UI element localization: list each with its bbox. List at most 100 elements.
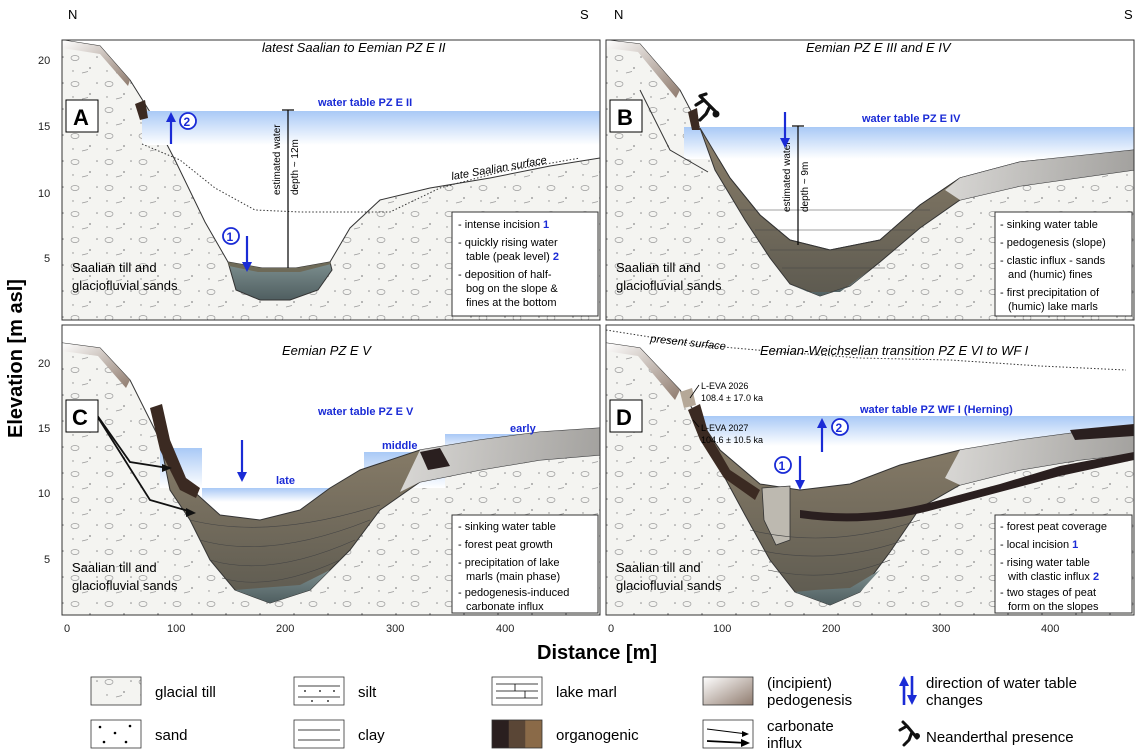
y-tick-top-5: 5 [44,253,50,265]
water-fall-arrow-a: 1 [222,227,252,272]
panel-c-till-line2: glaciofluvial sands [72,578,178,593]
x-tick-right-300: 300 [932,623,950,635]
y-axis-title: Elevation [m asl] [5,279,27,438]
svg-text:- sinking water table: - sinking water table [1000,219,1098,231]
panel-d-till-line2: glaciofluvial sands [616,578,722,593]
panel-b-depth-line1: estimated water [782,141,793,212]
panel-d-note-3: rising water table [1007,557,1090,569]
panel-b-water-table-label: water table PZ E IV [861,113,961,125]
south-label-right: S [1124,7,1133,22]
panel-d-till-line1: Saalian till and [616,560,701,575]
panel-b-note-4-cont: (humic) lake marls [1008,301,1098,313]
north-label-right: N [614,7,623,22]
legend-neanderthal-label: Neanderthal presence [926,729,1074,746]
legend-carbonate-line1: carbonate [767,718,834,735]
panel-b-letter: B [617,105,633,130]
panel-a: latest Saalian to Eemian PZ E II A water… [61,39,601,321]
svg-text:- clastic influx - sands: - clastic influx - sands [1000,255,1106,267]
water-fall-arrow-b [780,112,790,148]
panel-d-note-4-cont: form on the slopes [1008,601,1099,613]
legend-carbonate-swatch [702,719,754,749]
panel-a-note-2-cont: table (peak level) [466,251,550,263]
panel-b-note-2: pedogenesis (slope) [1007,237,1106,249]
legend-lake-marl-label: lake marl [556,684,617,701]
panel-d-note-1: forest peat coverage [1007,521,1107,533]
panel-a-note-1-num: 1 [543,219,549,231]
panel-b-title: Eemian PZ E III and E IV [806,40,952,55]
panel-d-note-2-num: 1 [1072,539,1078,551]
panel-a-marker-1: 1 [227,230,234,244]
x-tick-left-0: 0 [64,623,70,635]
y-tick-top-20: 20 [38,55,50,67]
legend-lake-marl-swatch [491,676,543,706]
svg-text:- forest peat coverage: - forest peat coverage [1000,521,1107,533]
legend-carbonate-line2: influx [767,735,803,752]
svg-text:- precipitation of lake: - precipitation of lake [458,557,560,569]
panel-a-water-table-label: water table PZ E II [317,97,412,109]
legend-glacial-till-swatch [90,676,142,706]
x-tick-right-100: 100 [713,623,731,635]
svg-text:- pedogenesis (slope): - pedogenesis (slope) [1000,237,1106,249]
legend-silt-swatch [293,676,345,706]
svg-text:with clastic influx 2: with clastic influx 2 [1007,571,1099,583]
panel-d-note-3-cont: with clastic influx [1007,571,1090,583]
legend-sand-label: sand [155,727,188,744]
panel-c-stage-middle: middle [382,440,417,452]
svg-text:- local incision 1: - local incision 1 [1000,539,1078,551]
x-tick-left-200: 200 [276,623,294,635]
panel-c-note-4-cont: carbonate influx [466,601,544,613]
panel-d-sample1-age: 108.4 ± 17.0 ka [701,393,763,403]
panel-a-note-3-cont2: fines at the bottom [466,297,557,309]
x-tick-right-0: 0 [608,623,614,635]
panel-d: Eemian-Weichselian transition PZ E VI to… [605,324,1135,616]
panel-d-note-4: two stages of peat [1007,587,1096,599]
panel-c: Eemian PZ E V C water table PZ E V late … [61,324,601,616]
x-tick-right-400: 400 [1041,623,1059,635]
legend-pedogenesis-swatch [702,676,754,706]
y-tick-bot-15: 15 [38,423,50,435]
panel-d-note-2: local incision [1007,539,1069,551]
y-tick-top-10: 10 [38,188,50,200]
legend-organogenic-label: organogenic [556,727,639,744]
panel-d-title: Eemian-Weichselian transition PZ E VI to… [760,343,1029,358]
panel-b-till-line1: Saalian till and [616,260,701,275]
legend-organogenic-swatch [491,719,543,749]
legend-clay-label: clay [358,727,385,744]
panel-b: Eemian PZ E III and E IV B water table P… [605,39,1135,321]
panel-a-note-3: deposition of half- [465,269,552,281]
panel-b-note-4: first precipitation of [1007,287,1100,299]
x-tick-left-400: 400 [496,623,514,635]
panel-a-note-2-num: 2 [553,251,559,263]
panel-d-letter: D [616,405,632,430]
legend-water-change-line2: changes [926,692,983,709]
y-tick-top-15: 15 [38,121,50,133]
legend-glacial-till-label: glacial till [155,684,216,701]
y-tick-bot-20: 20 [38,358,50,370]
panel-d-sample2-id: L-EVA 2027 [701,423,748,433]
panel-b-note-3-cont: and (humic) fines [1008,269,1093,281]
panel-c-note-2: forest peat growth [465,539,553,551]
neanderthal-icon-b [694,92,720,122]
south-label-left: S [580,7,589,22]
legend-silt-label: silt [358,684,377,701]
panel-b-note-3: clastic influx - sands [1007,255,1106,267]
x-tick-left-300: 300 [386,623,404,635]
panel-c-notes-box [451,514,599,614]
panel-a-note-2: quickly rising water [465,237,558,249]
y-tick-bot-10: 10 [38,488,50,500]
panel-d-note-3-num: 2 [1093,571,1099,583]
svg-text:- quickly rising water: - quickly rising water [458,237,558,249]
legend-clay-swatch [293,719,345,749]
svg-text:- forest peat growth: - forest peat growth [458,539,553,551]
panel-a-title: latest Saalian to Eemian PZ E II [262,40,446,55]
svg-text:- pedogenesis-induced: - pedogenesis-induced [458,587,569,599]
panel-d-sample1-id: L-EVA 2026 [701,381,748,391]
panel-a-till-line2: glaciofluvial sands [72,278,178,293]
panel-a-notes-box [451,211,599,317]
panel-a-letter: A [73,105,89,130]
panel-c-note-3-cont: marls (main phase) [466,571,560,583]
legend-neanderthal-icon [898,720,920,747]
x-tick-left-100: 100 [167,623,185,635]
x-tick-right-200: 200 [822,623,840,635]
